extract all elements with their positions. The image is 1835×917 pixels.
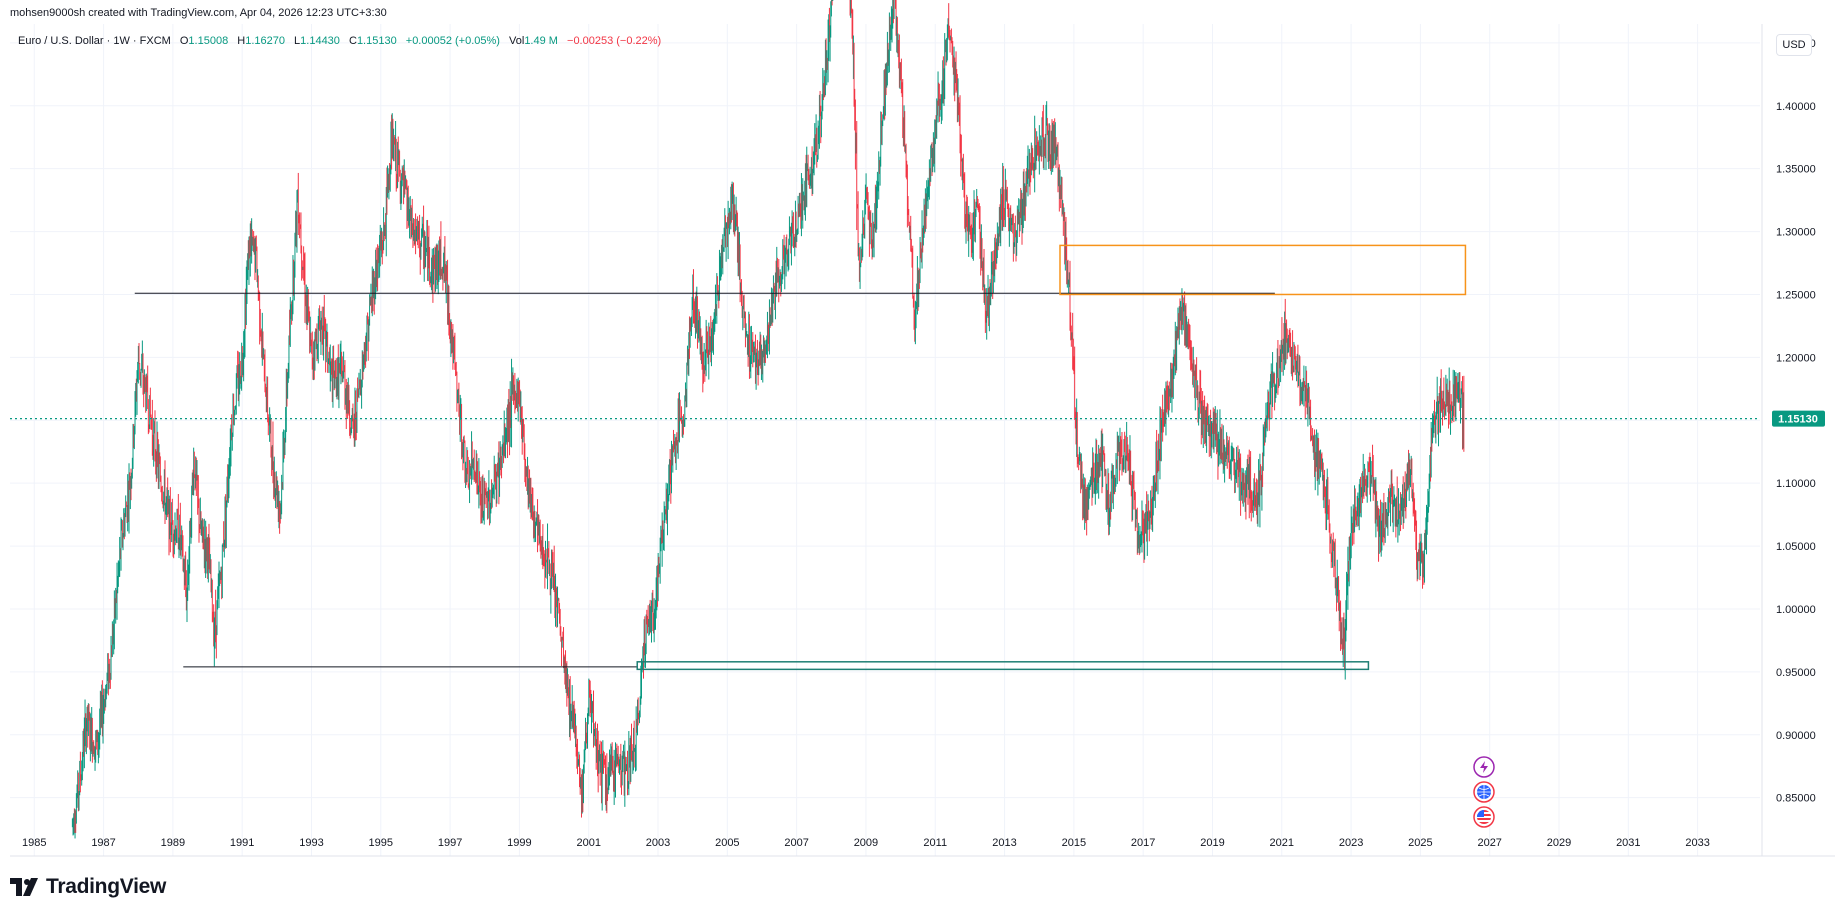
time-tick-label: 2013 bbox=[992, 837, 1016, 849]
time-tick-label: 2029 bbox=[1547, 837, 1571, 849]
time-tick-label: 2011 bbox=[923, 837, 947, 849]
time-tick-label: 2015 bbox=[1062, 837, 1086, 849]
vol-change-value: −0.00253 (−0.22%) bbox=[567, 35, 662, 47]
orange-zone-rectangle[interactable] bbox=[1059, 244, 1467, 296]
tradingview-logo-text: TradingView bbox=[46, 875, 167, 898]
globe-icon[interactable] bbox=[1473, 781, 1495, 803]
high-label: H bbox=[237, 35, 246, 47]
time-tick-label: 2023 bbox=[1339, 837, 1363, 849]
time-tick-label: 2021 bbox=[1270, 837, 1294, 849]
price-tick-label: 1.40000 bbox=[1776, 101, 1816, 113]
time-tick-label: 2033 bbox=[1685, 837, 1709, 849]
time-tick-label: 2003 bbox=[646, 837, 670, 849]
price-tick-label: 1.30000 bbox=[1776, 227, 1816, 239]
price-tick-label: 0.95000 bbox=[1776, 667, 1816, 679]
chart-annotations[interactable] bbox=[134, 244, 1467, 671]
time-axis[interactable]: 1985 1987 1989 1991 1993 1995 1997 1999 2001 2003… bbox=[10, 837, 1835, 857]
close-label: C bbox=[348, 35, 357, 47]
high-value: 1.16270 bbox=[245, 35, 285, 47]
price-axis[interactable]: 1.450001.400001.350001.300001.250001.200… bbox=[1761, 24, 1816, 856]
chart-icons bbox=[1473, 756, 1495, 828]
time-tick-label: 1985 bbox=[22, 837, 46, 849]
price-tick-label: 0.85000 bbox=[1776, 793, 1816, 805]
price-tick-label: 1.20000 bbox=[1776, 352, 1816, 364]
close-value: 1.15130 bbox=[356, 35, 397, 47]
time-tick-label: 1987 bbox=[91, 837, 115, 849]
time-tick-label: 2001 bbox=[576, 837, 600, 849]
open-label: O bbox=[179, 35, 189, 47]
currency-button[interactable]: USD bbox=[1776, 34, 1812, 56]
lightning-icon[interactable] bbox=[1473, 756, 1495, 778]
vol-value: 1.49 M bbox=[524, 35, 558, 47]
symbol-label[interactable]: Euro / U.S. Dollar · 1W · FXCM bbox=[18, 35, 171, 47]
time-tick-label: 2017 bbox=[1131, 837, 1155, 849]
chart-grid bbox=[10, 24, 1760, 856]
time-tick-label: 1997 bbox=[438, 837, 462, 849]
candlestick-series bbox=[71, 0, 1465, 839]
time-tick-label: 2007 bbox=[784, 837, 808, 849]
time-tick-label: 2005 bbox=[715, 837, 739, 849]
price-label: 1.15130 bbox=[1778, 414, 1818, 426]
us-flag-icon[interactable] bbox=[1473, 806, 1495, 828]
price-tick-label: 1.10000 bbox=[1776, 478, 1816, 490]
low-value: 1.14430 bbox=[300, 35, 340, 47]
tradingview-logo[interactable]: TradingView bbox=[10, 875, 166, 899]
attribution-text: mohsen9000sh created with TradingView.co… bbox=[10, 7, 387, 19]
price-tick-label: 1.00000 bbox=[1776, 604, 1816, 616]
time-tick-label: 2009 bbox=[854, 837, 878, 849]
time-tick-label: 1991 bbox=[230, 837, 254, 849]
time-tick-label: 2027 bbox=[1477, 837, 1501, 849]
time-tick-label: 1999 bbox=[507, 837, 531, 849]
time-tick-label: 2019 bbox=[1200, 837, 1224, 849]
time-tick-label: 2025 bbox=[1408, 837, 1432, 849]
price-tick-label: 1.05000 bbox=[1776, 541, 1816, 553]
price-tick-label: 1.35000 bbox=[1776, 164, 1816, 176]
time-tick-label: 1989 bbox=[161, 837, 185, 849]
time-tick-label: 1995 bbox=[369, 837, 393, 849]
change-value: +0.00052 (+0.05%) bbox=[405, 35, 500, 47]
chart-legend: Euro / U.S. Dollar · 1W · FXCM O1.15008 … bbox=[18, 35, 661, 47]
vol-label: Vol bbox=[509, 35, 525, 47]
price-tick-label: 0.90000 bbox=[1776, 730, 1816, 742]
open-value: 1.15008 bbox=[188, 35, 229, 47]
low-label: L bbox=[294, 35, 301, 47]
time-tick-label: 1993 bbox=[299, 837, 323, 849]
teal-zone-rectangle[interactable] bbox=[636, 661, 1370, 671]
tradingview-logo-icon bbox=[10, 878, 38, 896]
price-label-bg bbox=[1772, 410, 1825, 427]
time-tick-label: 2031 bbox=[1616, 837, 1640, 849]
price-tick-label: 1.25000 bbox=[1776, 289, 1816, 301]
